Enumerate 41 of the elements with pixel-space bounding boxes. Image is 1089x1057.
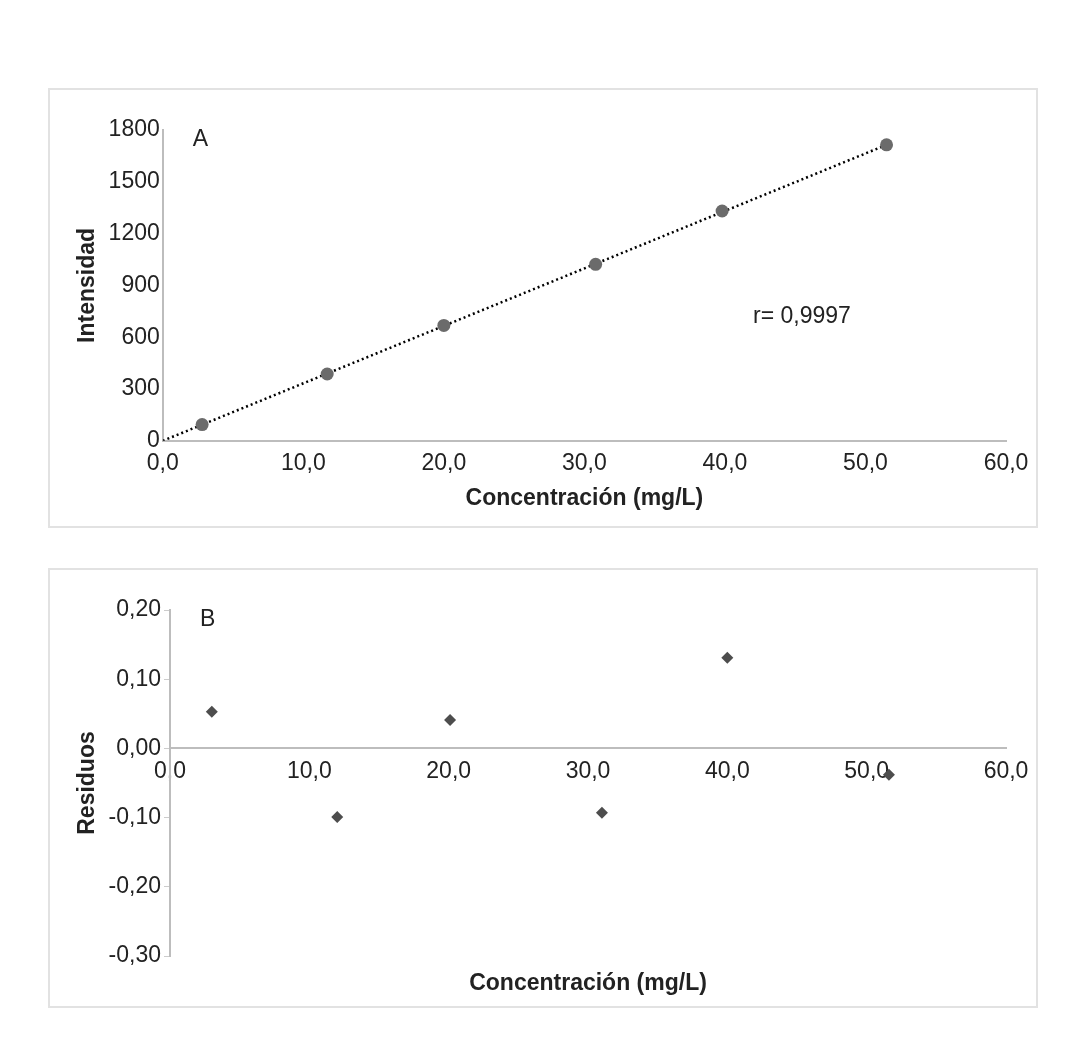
point bbox=[195, 418, 209, 432]
y-tick-label: 0,20 bbox=[116, 595, 162, 622]
x-tick-label: 10,0 bbox=[286, 756, 332, 783]
x-tick-label: 40,0 bbox=[702, 448, 748, 475]
annotation: A bbox=[192, 125, 209, 152]
x-tick-label: 10,0 bbox=[280, 448, 326, 475]
point bbox=[437, 318, 451, 332]
point bbox=[320, 367, 334, 381]
y-tick-label: 1200 bbox=[108, 218, 160, 245]
x-tick-label: 60,0 bbox=[983, 448, 1029, 475]
x-tick-label: 50,0 bbox=[843, 448, 888, 475]
x-axis-title: Concentración (mg/L) bbox=[465, 483, 704, 510]
point bbox=[444, 714, 457, 727]
y-tick-label: 300 bbox=[121, 374, 160, 401]
y-tick-label: 0,10 bbox=[116, 664, 162, 691]
point bbox=[595, 806, 608, 819]
point bbox=[715, 204, 729, 218]
y-tick-label: 1800 bbox=[108, 115, 160, 142]
y-tick-label: -0,10 bbox=[108, 802, 162, 829]
point bbox=[331, 810, 344, 823]
x-tick-label: 50,0 bbox=[844, 756, 890, 783]
annotation: B bbox=[200, 605, 216, 632]
x-tick-label: 20,0 bbox=[426, 756, 472, 783]
y-tick-label: -0,30 bbox=[108, 941, 162, 968]
y-tick-label: 900 bbox=[121, 270, 160, 297]
x-tick-label: 30,0 bbox=[565, 756, 611, 783]
y-tick-label: 600 bbox=[121, 322, 160, 349]
annotation: r= 0,9997 bbox=[753, 301, 851, 328]
point bbox=[205, 705, 218, 718]
y-tick-label: -0,20 bbox=[108, 872, 162, 899]
x-tick-label: 20,0 bbox=[421, 448, 467, 475]
x-tick-label: 30,0 bbox=[562, 448, 607, 475]
y-axis-title: Residuos bbox=[73, 731, 100, 835]
point bbox=[589, 257, 603, 271]
x-axis-title: Concentración (mg/L) bbox=[469, 969, 707, 996]
x-tick-label: 60,0 bbox=[983, 756, 1029, 783]
x-tick-label: 40,0 bbox=[704, 756, 750, 783]
y-tick-label: 1500 bbox=[108, 167, 160, 194]
y-axis-title: Intensidad bbox=[73, 227, 100, 343]
point bbox=[880, 138, 894, 152]
point bbox=[721, 651, 734, 664]
